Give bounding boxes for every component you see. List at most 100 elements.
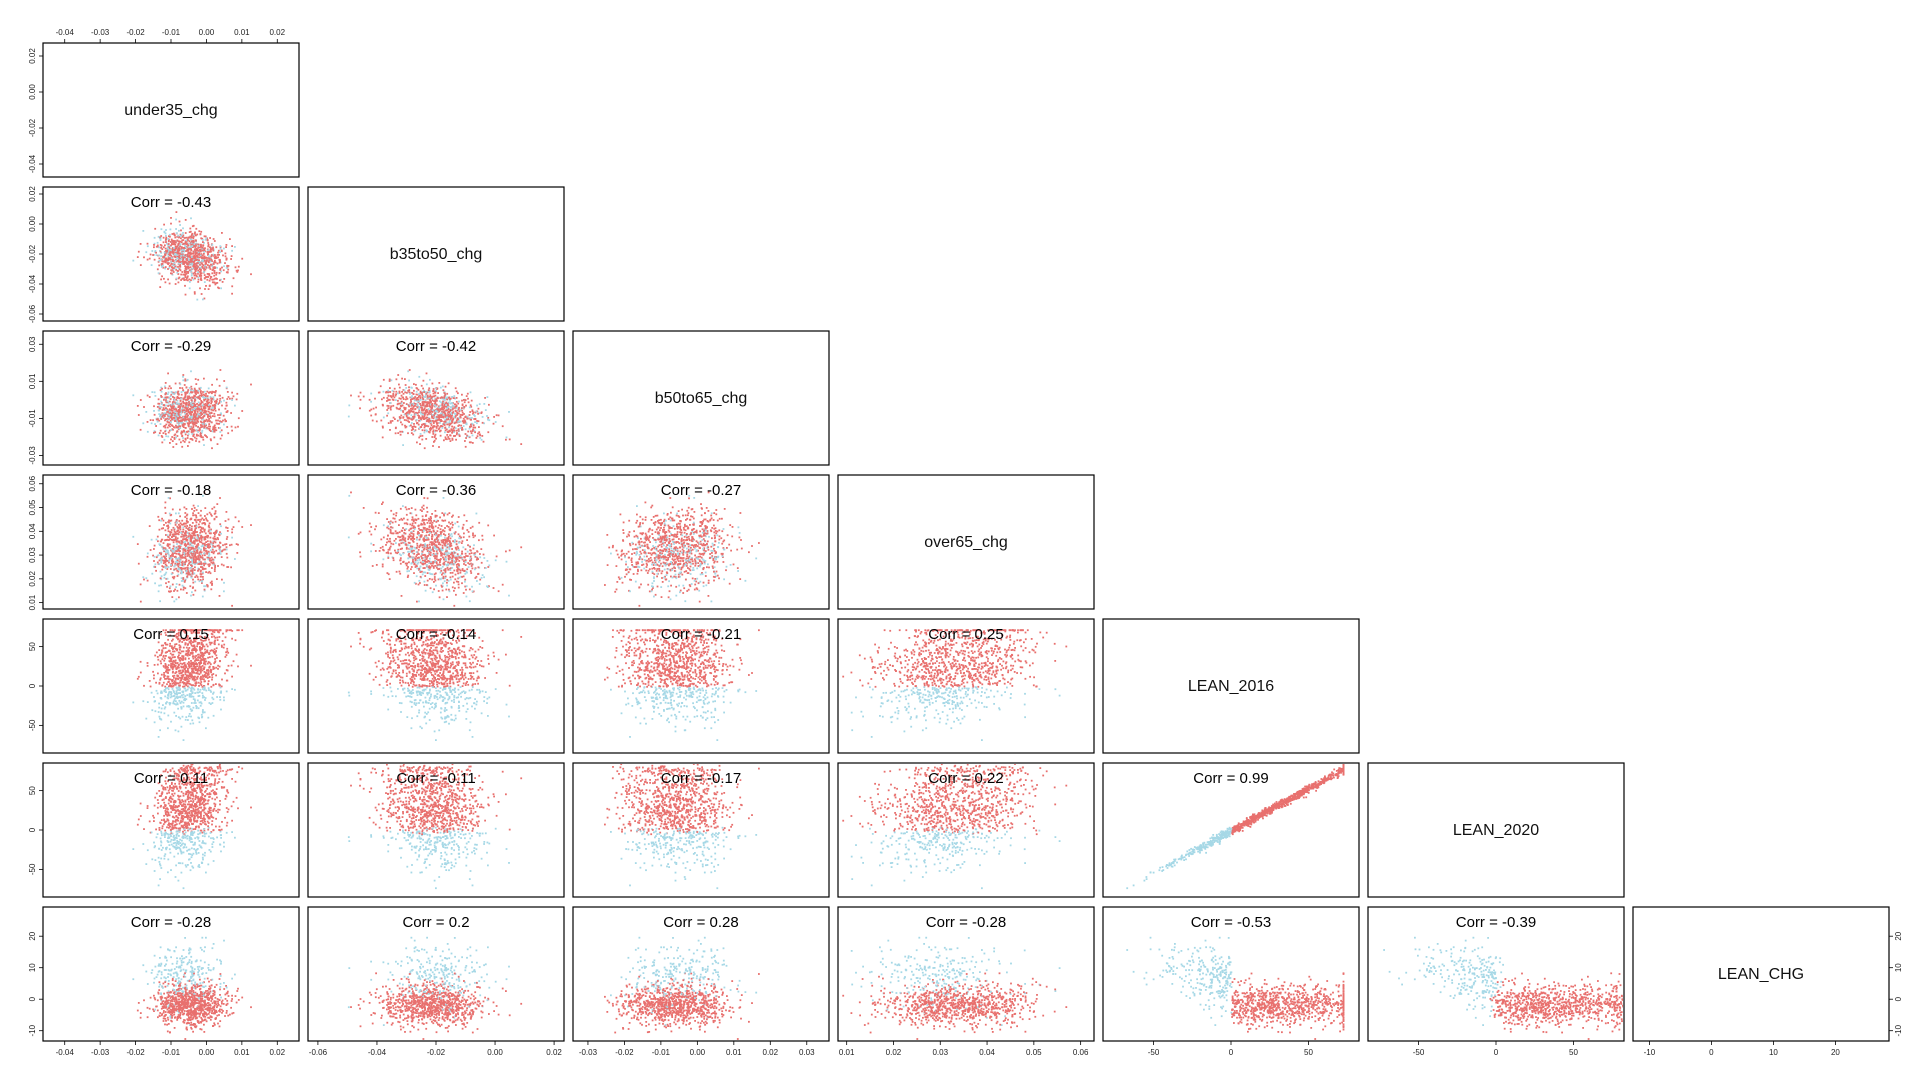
- data-point: [458, 537, 461, 540]
- data-point: [212, 263, 215, 265]
- data-point: [182, 534, 185, 537]
- data-point: [198, 523, 200, 526]
- data-point: [195, 549, 198, 552]
- data-point: [415, 555, 418, 558]
- data-point: [389, 530, 392, 532]
- data-point: [166, 534, 169, 537]
- data-point: [424, 535, 427, 538]
- data-point: [443, 410, 445, 413]
- data-point: [219, 267, 222, 270]
- data-point: [203, 281, 206, 283]
- data-point: [194, 534, 197, 537]
- data-point: [375, 406, 377, 409]
- data-point: [190, 551, 192, 554]
- data-point: [146, 430, 149, 433]
- data-point: [451, 439, 454, 441]
- data-point: [187, 535, 190, 538]
- data-point: [395, 393, 397, 396]
- data-point: [492, 422, 495, 425]
- data-point: [173, 242, 176, 245]
- data-point: [438, 407, 441, 410]
- data-point: [402, 560, 405, 563]
- data-point: [412, 410, 414, 413]
- data-point: [204, 411, 206, 414]
- data-point: [193, 274, 196, 277]
- data-point: [192, 429, 194, 432]
- data-point: [389, 520, 392, 523]
- data-point: [388, 378, 391, 381]
- data-point: [174, 406, 177, 409]
- data-point: [197, 262, 199, 264]
- data-point: [194, 248, 196, 251]
- data-point: [472, 412, 474, 415]
- data-point: [453, 422, 456, 425]
- data-point: [159, 250, 162, 253]
- data-point: [392, 513, 395, 516]
- data-point: [176, 245, 179, 248]
- data-point: [158, 260, 161, 262]
- data-point: [172, 405, 174, 408]
- data-point: [412, 405, 415, 408]
- data-point: [208, 529, 211, 532]
- data-point: [184, 260, 187, 263]
- data-point: [220, 250, 223, 253]
- data-point: [208, 553, 211, 556]
- data-point: [411, 545, 414, 548]
- data-point: [202, 393, 205, 396]
- data-point: [186, 396, 189, 399]
- data-point: [230, 425, 233, 428]
- data-point: [200, 405, 202, 408]
- data-point: [225, 257, 228, 260]
- data-point: [170, 548, 172, 551]
- panel-frame: [307, 330, 565, 466]
- data-point: [387, 555, 390, 558]
- data-point: [422, 404, 425, 407]
- data-point: [418, 411, 420, 414]
- data-point: [179, 269, 182, 272]
- data-point: [465, 395, 468, 397]
- data-point: [184, 395, 187, 398]
- data-point: [168, 556, 171, 558]
- data-point: [175, 586, 177, 588]
- data-point: [202, 267, 204, 269]
- data-point: [208, 401, 210, 404]
- data-point: [177, 234, 179, 237]
- data-point: [183, 402, 185, 404]
- data-point: [155, 569, 157, 572]
- data-point: [196, 415, 199, 418]
- data-point: [454, 435, 456, 437]
- data-point: [156, 554, 159, 557]
- data-point: [215, 549, 218, 552]
- data-point: [181, 564, 184, 566]
- data-point: [192, 540, 195, 543]
- data-point: [204, 434, 206, 437]
- data-point: [163, 550, 165, 553]
- data-point: [444, 422, 447, 425]
- data-point: [182, 553, 184, 556]
- data-point: [458, 541, 460, 544]
- data-point: [159, 570, 162, 573]
- data-point: [463, 401, 466, 404]
- data-point: [179, 244, 182, 247]
- data-point: [206, 390, 209, 393]
- data-point: [471, 430, 474, 432]
- data-point: [208, 552, 210, 555]
- data-point: [412, 393, 415, 395]
- data-point: [168, 424, 170, 427]
- data-point: [167, 250, 170, 253]
- data-point: [167, 524, 169, 527]
- data-point: [436, 419, 439, 421]
- data-point: [505, 438, 507, 441]
- data-point: [190, 417, 193, 420]
- data-point: [198, 250, 201, 252]
- data-point: [224, 420, 227, 423]
- data-point: [174, 556, 176, 558]
- data-point: [212, 404, 215, 407]
- data-point: [493, 534, 495, 537]
- data-point: [415, 582, 417, 585]
- data-point: [193, 400, 196, 403]
- correlation-label: Corr = -0.43: [131, 194, 211, 211]
- data-point: [414, 559, 417, 562]
- data-point: [226, 530, 229, 532]
- data-point: [202, 522, 205, 524]
